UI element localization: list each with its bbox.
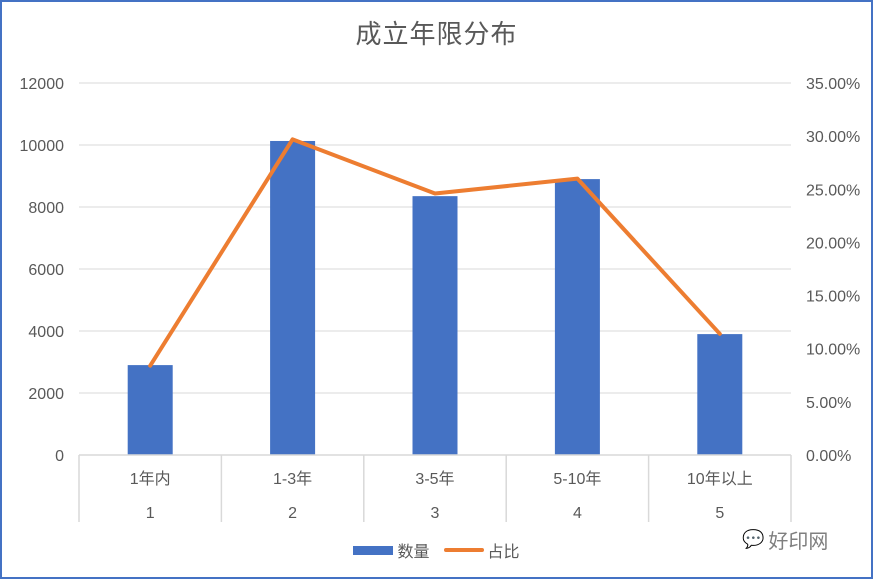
y-right-tick: 5.00%: [806, 395, 851, 412]
y-left-tick: 8000: [28, 200, 64, 217]
legend-label: 占比: [487, 544, 520, 561]
watermark-text: 好印网: [768, 531, 829, 553]
watermark: 💬 好印网: [742, 525, 828, 554]
category-index: 3: [431, 505, 440, 522]
category-label: 1-3年: [273, 470, 312, 488]
bar[interactable]: [127, 365, 173, 455]
y-left-tick: 12000: [20, 76, 65, 93]
category-index: 1: [146, 505, 155, 522]
legend-item-ratio[interactable]: 占比: [443, 538, 520, 562]
bar[interactable]: [270, 140, 316, 455]
y-right-tick: 35.00%: [806, 76, 860, 93]
legend-label: 数量: [397, 544, 430, 561]
bar[interactable]: [412, 196, 458, 455]
y-left-tick: 4000: [28, 324, 64, 341]
wechat-icon: 💬: [742, 529, 765, 549]
legend: 数量 占比: [0, 538, 873, 562]
y-right-tick: 25.00%: [806, 182, 860, 199]
y-right-tick: 15.00%: [806, 289, 860, 306]
category-index: 4: [573, 505, 582, 522]
category-label: 1年内: [130, 470, 171, 488]
category-index: 2: [288, 505, 297, 522]
y-left-tick: 0: [55, 448, 64, 465]
category-label: 5-10年: [553, 470, 601, 488]
y-right-tick: 30.00%: [806, 129, 860, 146]
bar-swatch-icon: [353, 545, 394, 555]
ratio-line[interactable]: [148, 137, 722, 368]
y-axis-right: 0.00% 5.00% 10.00% 15.00% 20.00% 25.00% 30.00%…: [806, 76, 860, 465]
bar[interactable]: [697, 334, 743, 455]
axes: [78, 454, 792, 522]
bar[interactable]: [554, 179, 600, 455]
line-series: [148, 137, 722, 368]
chart-title: 成立年限分布: [355, 19, 518, 49]
y-left-tick: 6000: [28, 262, 64, 279]
y-left-tick: 2000: [28, 386, 64, 403]
y-right-tick: 0.00%: [806, 448, 851, 465]
bar-series: [127, 140, 743, 455]
category-label: 3-5年: [415, 470, 454, 488]
x-axis-categories: 1年内 1 1-3年 2 3-5年 3 5-10年 4 10年以上 5: [130, 470, 753, 522]
category-label: 10年以上: [687, 470, 753, 488]
y-right-tick: 10.00%: [806, 342, 860, 359]
y-right-tick: 20.00%: [806, 235, 860, 252]
y-axis-left: 0 2000 4000 6000 8000 10000 12000: [20, 76, 65, 465]
y-left-tick: 10000: [20, 138, 65, 155]
category-index: 5: [715, 505, 724, 522]
line-swatch-icon: [443, 548, 484, 552]
legend-item-count[interactable]: 数量: [353, 538, 430, 562]
